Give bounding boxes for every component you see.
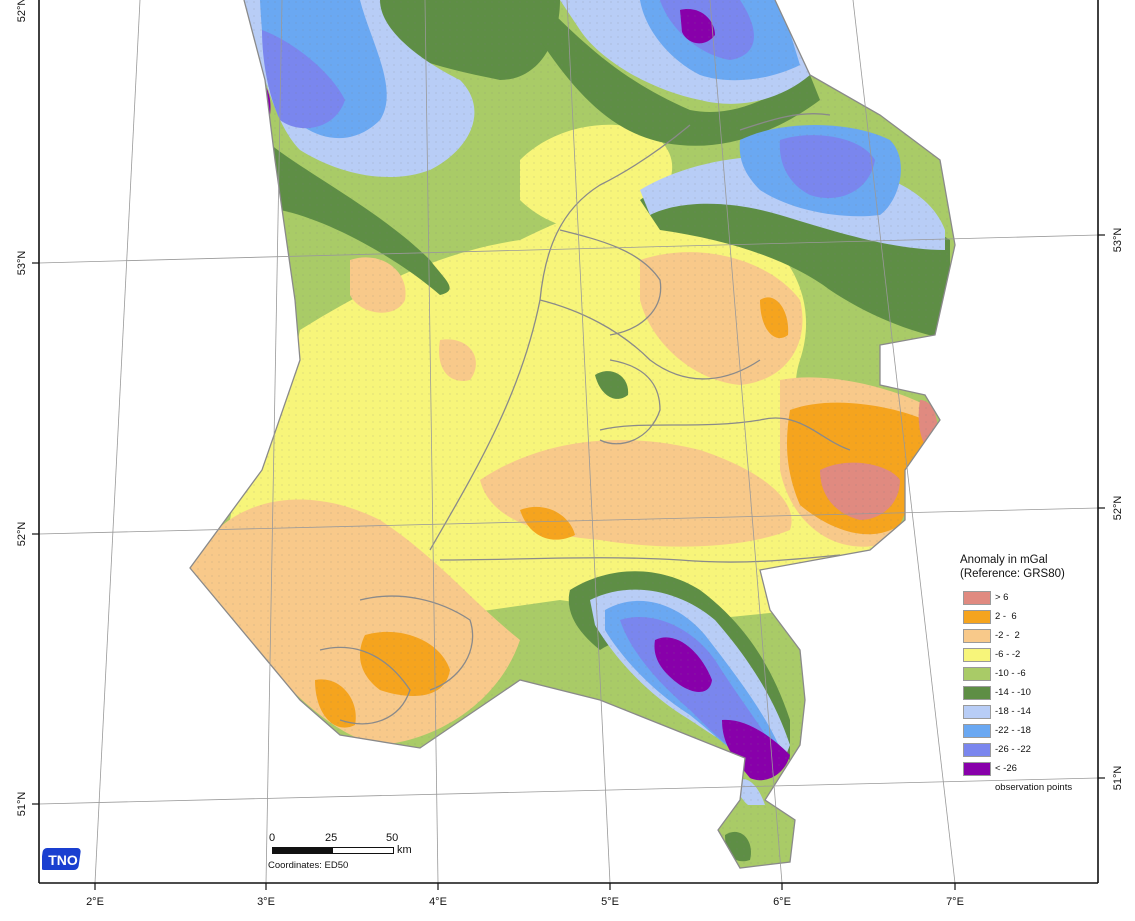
legend-row: -14 - -10 bbox=[960, 683, 1120, 702]
legend-label: > 6 bbox=[995, 592, 1009, 603]
legend-swatch bbox=[963, 647, 991, 662]
legend-row: -2 - 2 bbox=[960, 626, 1120, 645]
lat-label-left-top: 52°N bbox=[16, 0, 28, 22]
observation-points-swatch bbox=[963, 781, 991, 795]
lon-label-7e: 7°E bbox=[946, 896, 964, 908]
legend-row: 2 - 6 bbox=[960, 607, 1120, 626]
legend-swatch bbox=[963, 742, 991, 757]
tick-marks bbox=[32, 234, 1105, 890]
observation-points-label: observation points bbox=[995, 782, 1073, 793]
legend-swatch bbox=[963, 761, 991, 776]
lon-label-3e: 3°E bbox=[257, 896, 275, 908]
lat-label-left-52: 52°N bbox=[16, 522, 28, 547]
lat-label-left-53: 53°N bbox=[16, 251, 28, 276]
legend-label: < -26 bbox=[995, 763, 1017, 774]
legend-swatch bbox=[963, 609, 991, 624]
legend-swatch bbox=[963, 685, 991, 700]
legend-row: < -26 bbox=[960, 759, 1120, 778]
lat-label-right-51: 51°N bbox=[1112, 766, 1124, 791]
lon-label-4e: 4°E bbox=[429, 896, 447, 908]
legend-label: -18 - -14 bbox=[995, 706, 1031, 717]
lat-label-left-51: 51°N bbox=[16, 792, 28, 817]
coordinate-system-note: Coordinates: ED50 bbox=[268, 860, 349, 871]
scale-bar-graphic bbox=[272, 847, 394, 854]
graticule bbox=[38, 0, 1099, 884]
legend-label: -10 - -6 bbox=[995, 668, 1026, 679]
legend-label: 2 - 6 bbox=[995, 611, 1017, 622]
lat-label-right-53: 53°N bbox=[1112, 228, 1124, 253]
scale-tick-25: 25 bbox=[325, 832, 338, 844]
lon-label-6e: 6°E bbox=[773, 896, 791, 908]
scale-tick-0: 0 bbox=[269, 832, 276, 844]
legend-list: > 6 2 - 6 -2 - 2 -6 - -2 -10 - -6 -14 - -10 -1… bbox=[960, 588, 1120, 778]
legend-row: -22 - -18 bbox=[960, 721, 1120, 740]
legend-row: -18 - -14 bbox=[960, 702, 1120, 721]
tno-logo: TNO bbox=[42, 848, 81, 870]
legend-title-line2: (Reference: GRS80) bbox=[960, 568, 1065, 580]
legend-swatch bbox=[963, 628, 991, 643]
legend-observation-row: observation points bbox=[960, 778, 1120, 797]
lon-label-2e: 2°E bbox=[86, 896, 104, 908]
legend-title-line1: Anomaly in mGal bbox=[960, 554, 1048, 566]
legend-row: -10 - -6 bbox=[960, 664, 1120, 683]
lat-label-right-52: 52°N bbox=[1112, 496, 1124, 521]
scale-bar: 0 25 50 km Coordinates: ED50 bbox=[268, 830, 438, 874]
legend-swatch bbox=[963, 723, 991, 738]
legend-row: -26 - -22 bbox=[960, 740, 1120, 759]
legend-row: -6 - -2 bbox=[960, 645, 1120, 664]
legend-label: -26 - -22 bbox=[995, 744, 1031, 755]
legend-row: > 6 bbox=[960, 588, 1120, 607]
legend-label: -6 - -2 bbox=[995, 649, 1021, 660]
legend-swatch bbox=[963, 590, 991, 605]
legend-label: -22 - -18 bbox=[995, 725, 1031, 736]
scale-tick-50: 50 bbox=[386, 832, 399, 844]
lon-label-5e: 5°E bbox=[601, 896, 619, 908]
legend-label: -14 - -10 bbox=[995, 687, 1031, 698]
legend-label: -2 - 2 bbox=[995, 630, 1020, 641]
legend-swatch bbox=[963, 666, 991, 681]
tno-logo-text: TNO bbox=[48, 852, 78, 868]
legend-swatch bbox=[963, 704, 991, 719]
legend: Anomaly in mGal (Reference: GRS80) > 6 2 … bbox=[960, 553, 1120, 797]
boundaries bbox=[189, 0, 956, 869]
scale-unit: km bbox=[397, 844, 412, 856]
